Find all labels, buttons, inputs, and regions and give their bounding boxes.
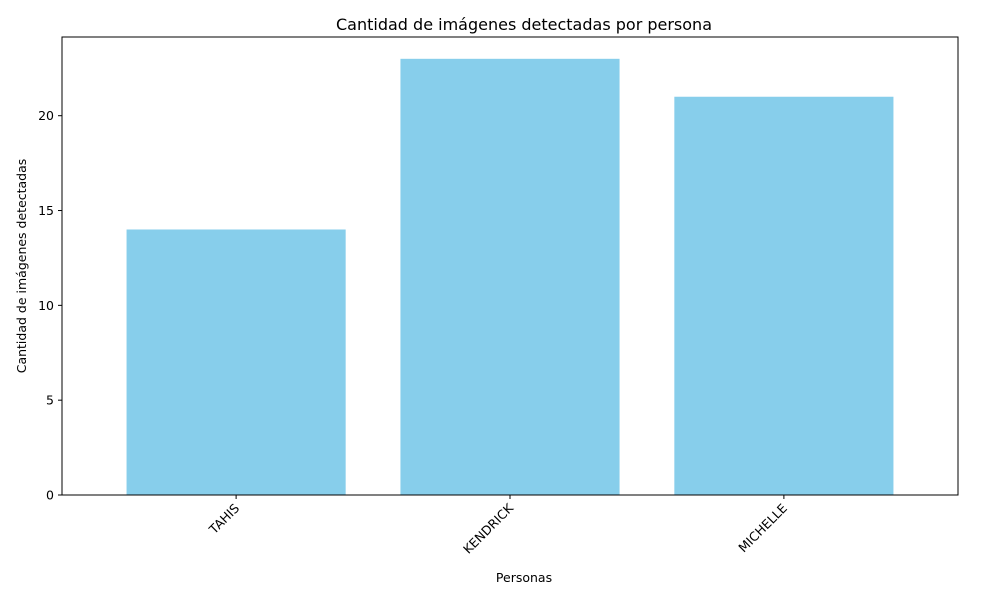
bar-kendrick: [400, 58, 620, 496]
x-tick-label: TAHIS: [205, 500, 242, 537]
y-axis-ticks: 0 5 10 15 20: [38, 108, 62, 503]
y-axis-label: Cantidad de imágenes detectadas: [14, 159, 29, 374]
x-axis-label: Personas: [496, 570, 552, 585]
x-axis-ticks: TAHIS KENDRICK MICHELLE: [205, 495, 790, 557]
y-tick-label: 0: [46, 488, 54, 503]
x-tick-label: MICHELLE: [735, 500, 790, 555]
plot-frame: [61, 36, 959, 496]
y-tick-label: 20: [38, 108, 54, 123]
y-tick-label: 10: [38, 298, 54, 313]
bar-tahis: [126, 229, 346, 496]
y-tick-label: 15: [38, 203, 54, 218]
x-tick-label: KENDRICK: [460, 500, 517, 557]
y-tick-label: 5: [46, 393, 54, 408]
bars-group: [126, 58, 894, 496]
bar-michelle: [674, 96, 894, 495]
chart-title: Cantidad de imágenes detectadas por pers…: [336, 15, 712, 34]
